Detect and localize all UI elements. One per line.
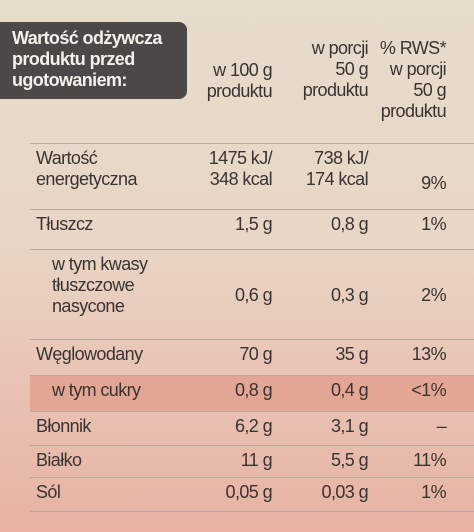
- header-title: Wartość odżywcza produktu przed ugotowanie…: [0, 22, 187, 99]
- text-line: 50 g: [413, 80, 446, 100]
- text-line: 70 g: [239, 344, 272, 364]
- text-line: 11 g: [240, 450, 273, 470]
- text-line: Błonnik: [36, 416, 91, 436]
- row-label: Błonnik: [36, 416, 91, 437]
- row-label: Wartość energetyczna: [36, 148, 137, 190]
- text-line: % RWS*: [379, 38, 447, 58]
- text-line: 5,5 g: [330, 450, 369, 470]
- text-line: 3,1 g: [330, 416, 369, 436]
- row-value: 1475 kJ/348 kcal: [208, 148, 273, 190]
- text-line: 0,3 g: [330, 284, 369, 305]
- row-rule: [30, 445, 474, 446]
- text-line: produktu: [302, 80, 369, 100]
- text-line: 2%: [421, 284, 446, 305]
- text-line: 0,03 g: [321, 482, 369, 502]
- header-cell: w porcji 50 g produktu: [302, 38, 369, 101]
- text-line: 0,8 g: [330, 214, 369, 234]
- text-line: nasycone: [52, 296, 125, 316]
- text-line: 1,5 g: [234, 214, 273, 234]
- text-line: <1%: [411, 380, 446, 400]
- text-line: 348 kcal: [209, 169, 273, 189]
- text-line: Sól: [36, 482, 61, 502]
- row-value: 0,05 g: [225, 482, 273, 503]
- row-value: –: [436, 416, 447, 437]
- row-value: 11 g: [240, 450, 273, 471]
- row-label: w tym kwasy tłuszczowe nasycone: [52, 254, 148, 317]
- text-line: –: [436, 416, 447, 436]
- row-label: Tłuszcz: [36, 214, 93, 235]
- text-line: w tym kwasy: [52, 254, 148, 274]
- text-line: produktu przed: [12, 49, 135, 69]
- row-value: 70 g: [239, 344, 272, 365]
- row-value: 1%: [421, 214, 446, 235]
- row-value: 738 kJ/174 kcal: [305, 148, 369, 190]
- text-line: 0,6 g: [234, 284, 273, 305]
- row-value: 3,1 g: [330, 416, 369, 437]
- row-rule: [30, 339, 474, 340]
- row-rule: [30, 477, 474, 478]
- row-value: 5,5 g: [330, 450, 369, 471]
- text-line: 6,2 g: [234, 416, 273, 436]
- text-line: ugotowaniem:: [12, 70, 127, 90]
- row-label: Białko: [36, 450, 82, 471]
- text-line: 1475 kJ/: [208, 148, 273, 168]
- header-cell: w 100 g produktu: [206, 60, 273, 102]
- text-line: w porcji: [389, 59, 447, 79]
- header-cell: % RWS* w porcji 50 g produktu: [379, 38, 447, 122]
- text-line: Wartość odżywcza: [12, 28, 162, 48]
- row-rule: [30, 375, 474, 376]
- row-value: 35 g: [335, 344, 368, 365]
- text-line: energetyczna: [36, 169, 137, 189]
- text-line: produktu: [380, 101, 447, 121]
- text-line: Białko: [36, 450, 82, 470]
- row-value: 11%: [413, 450, 446, 471]
- text-line: 0,8 g: [234, 380, 273, 400]
- row-rule: [30, 143, 474, 144]
- row-label: Węglowodany: [36, 344, 143, 365]
- row-rule: [30, 411, 474, 412]
- row-value: 1%: [421, 482, 446, 503]
- text-line: 13%: [411, 344, 447, 364]
- text-line: Tłuszcz: [36, 214, 93, 234]
- text-line: 174 kcal: [305, 169, 369, 189]
- text-line: Węglowodany: [36, 344, 143, 364]
- text-line: 50 g: [335, 59, 368, 79]
- text-line: 11%: [413, 450, 446, 470]
- row-label: Sól: [36, 482, 61, 503]
- row-value: 0,3 g: [330, 284, 369, 306]
- row-value: 0,8 g: [234, 380, 273, 401]
- row-value: 0,6 g: [234, 284, 273, 306]
- row-value: 6,2 g: [234, 416, 273, 437]
- row-value: 0,03 g: [321, 482, 369, 503]
- text-line: 1%: [421, 482, 446, 502]
- row-value: 9%: [421, 173, 446, 194]
- band: [30, 376, 474, 412]
- text-line: 738 kJ/: [314, 148, 368, 168]
- row-value: 13%: [411, 344, 447, 365]
- row-value: 2%: [421, 285, 446, 306]
- row-rule: [30, 249, 474, 250]
- row-value: 0,8 g: [330, 214, 369, 235]
- row-value: 0,4 g: [330, 380, 369, 401]
- text-line: tłuszczowe: [52, 275, 135, 295]
- text-line: w 100 g: [213, 60, 272, 80]
- row-value: <1%: [411, 380, 446, 401]
- text-line: 9%: [421, 172, 446, 193]
- row-label: w tym cukry: [52, 380, 141, 401]
- text-line: 0,4 g: [330, 380, 369, 400]
- text-line: w tym cukry: [52, 380, 141, 400]
- text-line: 0,05 g: [225, 482, 273, 502]
- text-line: produktu: [206, 81, 273, 101]
- row-rule: [30, 511, 474, 512]
- row-value: 1,5 g: [234, 214, 273, 235]
- text-line: w porcji: [311, 38, 369, 58]
- row-rule: [30, 209, 474, 210]
- text-line: Wartość: [36, 148, 98, 168]
- text-line: 1%: [421, 214, 446, 234]
- text-line: 35 g: [335, 344, 368, 364]
